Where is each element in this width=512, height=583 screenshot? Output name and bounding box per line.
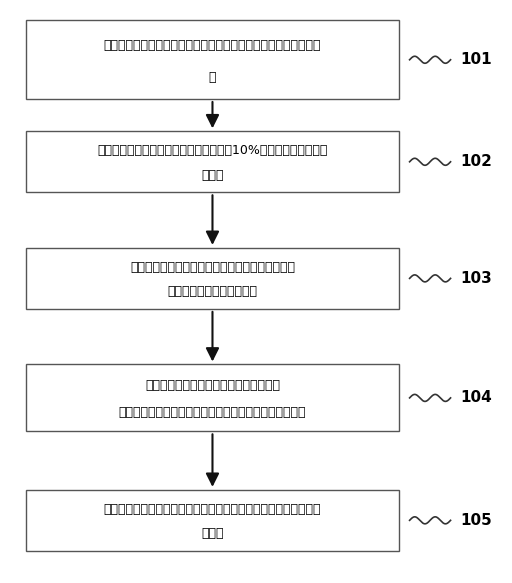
Text: 根据变电站母线偏离限值的方向和严重程度，确定无功补偿点的补: 根据变电站母线偏离限值的方向和严重程度，确定无功补偿点的补 xyxy=(104,503,321,516)
Text: 101: 101 xyxy=(461,52,493,67)
Text: 偿措施: 偿措施 xyxy=(201,527,224,540)
Text: 102: 102 xyxy=(461,154,493,169)
Text: 度: 度 xyxy=(209,71,216,83)
FancyBboxPatch shape xyxy=(26,20,399,99)
FancyBboxPatch shape xyxy=(26,364,399,431)
Text: 105: 105 xyxy=(461,513,493,528)
Text: 根据灵敏度分析法，按照电压／无功灵敏: 根据灵敏度分析法，按照电压／无功灵敏 xyxy=(145,380,280,392)
FancyBboxPatch shape xyxy=(26,490,399,551)
Text: 根据调度下达的电压运行界限，选取电压越出上／: 根据调度下达的电压运行界限，选取电压越出上／ xyxy=(130,261,295,274)
Text: 下限的母线作为待调整母线: 下限的母线作为待调整母线 xyxy=(167,285,258,298)
Text: 度大小确定不同安装地点的无功补偿装置的补偿先后顺序: 度大小确定不同安装地点的无功补偿装置的补偿先后顺序 xyxy=(119,406,306,419)
Text: 103: 103 xyxy=(461,271,493,286)
FancyBboxPatch shape xyxy=(26,131,399,192)
Text: 正常运行方式下，静态电压稳定裕度低于10%时，启动电压稳定综: 正常运行方式下，静态电压稳定裕度低于10%时，启动电压稳定综 xyxy=(97,144,328,157)
Text: 104: 104 xyxy=(461,391,493,405)
Text: 合控制: 合控制 xyxy=(201,168,224,182)
FancyBboxPatch shape xyxy=(26,248,399,309)
Text: 应用连续潮流计算求解电压稳定极限点，据此求解静态电压稳定裕: 应用连续潮流计算求解电压稳定极限点，据此求解静态电压稳定裕 xyxy=(104,39,321,52)
